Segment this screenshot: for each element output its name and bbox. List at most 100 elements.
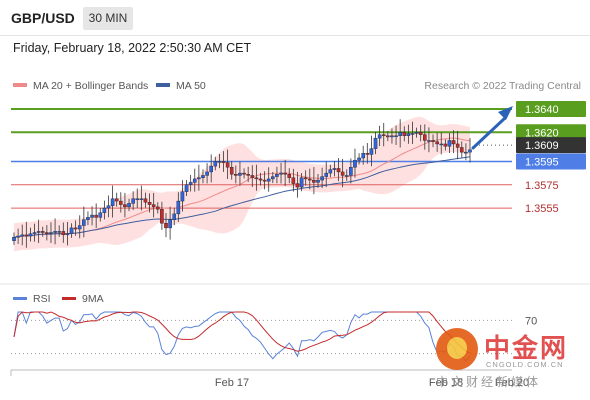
- legend-ma50: MA 50: [156, 80, 206, 92]
- candle-body: [365, 153, 370, 155]
- candle-body: [316, 179, 320, 183]
- candle-body: [361, 153, 365, 159]
- candle-body: [394, 135, 398, 137]
- candle-body: [69, 227, 74, 234]
- candle-body: [213, 161, 218, 167]
- candle-body: [36, 231, 41, 233]
- candle-body: [451, 140, 456, 145]
- candle-body: [221, 161, 226, 163]
- x-tick-label: Feb 17: [215, 377, 249, 389]
- ma9-label: 9MA: [82, 293, 104, 305]
- candle-body: [418, 132, 423, 135]
- level-label-1.3640: 1.3640: [525, 104, 559, 116]
- candle-body: [40, 231, 45, 233]
- ma50-line: [13, 156, 471, 238]
- candle-body: [98, 212, 103, 218]
- candle-body: [312, 179, 316, 183]
- candle-body: [147, 202, 152, 205]
- candle-body: [65, 233, 70, 236]
- legend-9ma: 9MA: [62, 293, 104, 305]
- candle-body: [119, 200, 123, 205]
- timeframe-button[interactable]: 30 MIN: [83, 7, 133, 30]
- watermark-main: 中金网: [484, 334, 569, 364]
- candle-body: [61, 231, 66, 236]
- candle-body: [320, 176, 324, 181]
- candle-body: [82, 219, 86, 226]
- candle-body: [205, 171, 209, 176]
- candle-body: [254, 177, 259, 180]
- candle-body: [188, 182, 193, 185]
- header-bar: GBP/USD 30 MIN: [0, 0, 590, 36]
- candle-body: [12, 237, 16, 241]
- candle-body: [77, 225, 82, 230]
- candle-body: [234, 174, 238, 176]
- candle-body: [455, 143, 460, 148]
- candle-body: [16, 235, 20, 238]
- candle-body: [279, 172, 283, 175]
- candle-body: [201, 175, 205, 178]
- candle-body: [406, 133, 411, 136]
- candle-body: [139, 198, 144, 200]
- candle-body: [287, 174, 292, 178]
- candle-body: [20, 234, 25, 237]
- candle-body: [164, 223, 168, 229]
- pair-title: GBP/USD: [11, 10, 75, 26]
- candle-body: [381, 134, 386, 136]
- research-credit: Research © 2022 Trading Central: [424, 80, 581, 92]
- candle-body: [24, 234, 29, 237]
- candle-body: [168, 219, 172, 229]
- legend-rsi: RSI: [13, 293, 51, 305]
- candle-body: [229, 167, 234, 175]
- candle-body: [266, 178, 271, 182]
- candle-body: [291, 177, 296, 184]
- candle-body: [283, 172, 287, 175]
- candle-body: [225, 162, 230, 168]
- candle-body: [468, 149, 472, 153]
- level-label-1.3609: 1.3609: [525, 140, 559, 152]
- candle-body: [250, 175, 255, 178]
- candle-body: [435, 141, 439, 145]
- candle-body: [172, 213, 177, 220]
- rsi-swatch: [13, 296, 27, 300]
- candle-body: [242, 172, 246, 175]
- watermark: 中金网 CNGOLD.COM.CN 中文财经新媒体: [436, 326, 586, 390]
- candle-body: [344, 175, 349, 177]
- candle-body: [303, 177, 308, 180]
- candle-body: [184, 184, 189, 192]
- datetime-label: Friday, February 18, 2022 2:50:30 AM CET: [13, 41, 252, 55]
- rsi-label: RSI: [33, 293, 51, 305]
- candle-body: [447, 140, 452, 147]
- level-label-1.3595: 1.3595: [525, 156, 559, 168]
- level-tag-1.3595: [516, 153, 586, 170]
- candle-body: [45, 232, 49, 234]
- candle-body: [176, 200, 181, 215]
- candle-body: [390, 135, 394, 138]
- candle-body: [123, 204, 127, 208]
- forecast-arrow-shaft: [471, 116, 507, 150]
- candle-body: [94, 214, 98, 218]
- candle-body: [86, 217, 90, 220]
- level-tag-1.3620: [516, 124, 586, 141]
- level-label-1.3575: 1.3575: [525, 180, 559, 192]
- candle-body: [102, 207, 107, 213]
- candle-body: [110, 198, 115, 206]
- bollinger-band: [14, 116, 470, 252]
- candle-body: [295, 183, 300, 188]
- candle-body: [53, 231, 57, 233]
- candle-body: [353, 160, 357, 168]
- candle-body: [209, 165, 213, 173]
- level-label-1.3620: 1.3620: [525, 127, 559, 139]
- candle-body: [431, 140, 435, 142]
- candle-body: [373, 137, 378, 149]
- candle-body: [106, 205, 111, 209]
- candle-body: [73, 227, 78, 230]
- candle-body: [127, 203, 131, 208]
- level-label-1.3555: 1.3555: [525, 203, 559, 215]
- candle-body: [464, 151, 468, 154]
- rsi-level-label: 70: [525, 315, 537, 327]
- candle-body: [246, 174, 250, 176]
- candle-body: [357, 157, 361, 161]
- candle-body: [275, 174, 279, 177]
- watermark-sub: CNGOLD.COM.CN: [486, 360, 564, 369]
